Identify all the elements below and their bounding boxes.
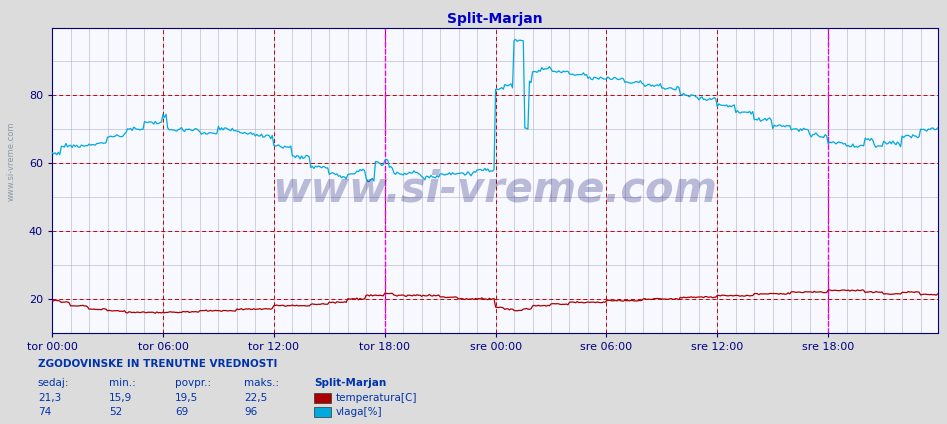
Text: temperatura[C]: temperatura[C] — [335, 393, 417, 403]
Text: 96: 96 — [244, 407, 258, 417]
Text: Split-Marjan: Split-Marjan — [314, 378, 386, 388]
Text: www.si-vreme.com: www.si-vreme.com — [7, 121, 16, 201]
Text: maks.:: maks.: — [244, 378, 279, 388]
Title: Split-Marjan: Split-Marjan — [447, 12, 543, 26]
Text: ZGODOVINSKE IN TRENUTNE VREDNOSTI: ZGODOVINSKE IN TRENUTNE VREDNOSTI — [38, 359, 277, 369]
Text: 69: 69 — [175, 407, 188, 417]
Text: 19,5: 19,5 — [175, 393, 199, 403]
Text: sedaj:: sedaj: — [38, 378, 69, 388]
Text: 74: 74 — [38, 407, 51, 417]
Text: min.:: min.: — [109, 378, 135, 388]
Text: 15,9: 15,9 — [109, 393, 133, 403]
Text: 52: 52 — [109, 407, 122, 417]
Text: 22,5: 22,5 — [244, 393, 268, 403]
Text: www.si-vreme.com: www.si-vreme.com — [273, 168, 717, 210]
Text: povpr.:: povpr.: — [175, 378, 211, 388]
Text: vlaga[%]: vlaga[%] — [335, 407, 382, 417]
Text: 21,3: 21,3 — [38, 393, 62, 403]
